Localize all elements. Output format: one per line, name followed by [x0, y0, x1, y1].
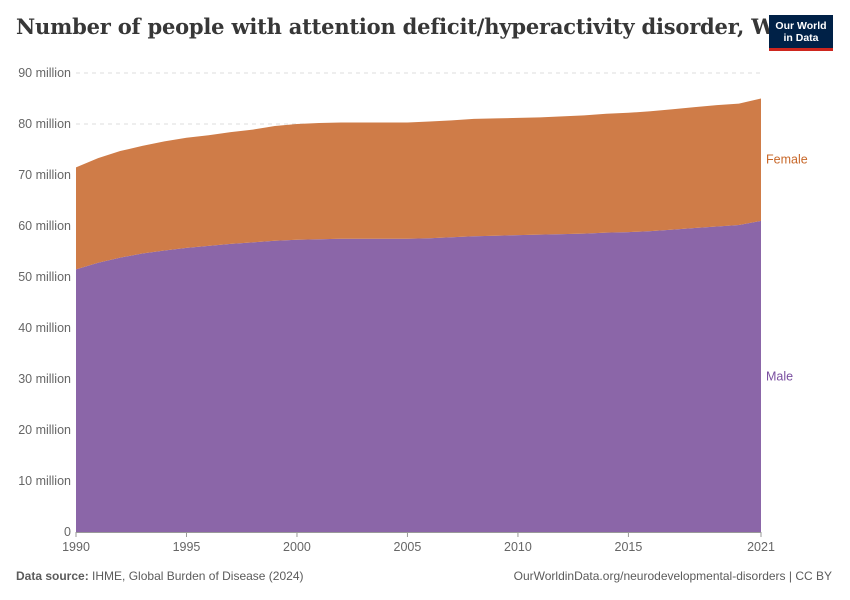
footer-source: Data source: IHME, Global Burden of Dise…: [16, 569, 303, 583]
x-tick-label: 1995: [173, 540, 201, 554]
x-tick-label: 2015: [615, 540, 643, 554]
chart-title: Number of people with attention deficit/…: [16, 14, 820, 39]
y-tick-label: 60 million: [18, 219, 71, 233]
x-tick-label: 2010: [504, 540, 532, 554]
area-female: [76, 98, 761, 270]
x-tick-label: 1990: [62, 540, 90, 554]
y-tick-label: 10 million: [18, 474, 71, 488]
x-tick-label: 2000: [283, 540, 311, 554]
y-tick-label: 50 million: [18, 270, 71, 284]
y-tick-label: 20 million: [18, 423, 71, 437]
source-label: Data source:: [16, 569, 89, 583]
y-tick-label: 70 million: [18, 168, 71, 182]
source-text: IHME, Global Burden of Disease (2024): [92, 569, 304, 583]
area-male: [76, 220, 761, 532]
y-tick-label: 0: [64, 525, 71, 539]
y-tick-label: 40 million: [18, 321, 71, 335]
footer-url[interactable]: OurWorldinData.org/neurodevelopmental-di…: [513, 569, 832, 583]
logo-line-1: Our World: [775, 20, 827, 32]
y-tick-label: 30 million: [18, 372, 71, 386]
owid-logo[interactable]: Our World in Data: [769, 15, 833, 51]
x-tick-label: 2021: [747, 540, 775, 554]
area-layer: [76, 98, 761, 532]
x-tick-label: 2005: [394, 540, 422, 554]
series-label-male: Male: [766, 369, 793, 383]
series-label-female: Female: [766, 153, 808, 167]
logo-line-2: in Data: [783, 32, 819, 44]
y-tick-label: 80 million: [18, 117, 71, 131]
series-label-layer: Male Female: [766, 153, 808, 384]
y-tick-label: 90 million: [18, 66, 71, 80]
axis-layer: 0 10 million 20 million 30 million 40 millio…: [18, 66, 775, 554]
